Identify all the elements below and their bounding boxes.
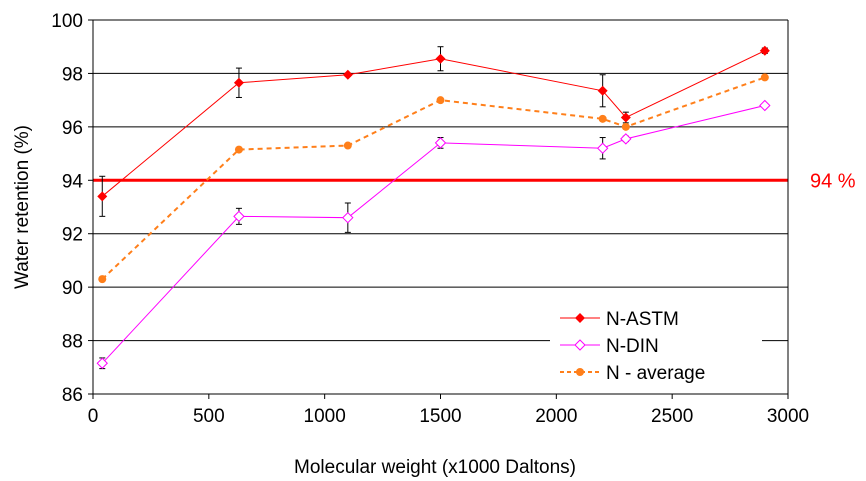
y-tick-label: 86 <box>62 385 83 406</box>
series-line-n-average <box>101 76 766 280</box>
legend: N-ASTM N-DIN N - average <box>550 302 762 390</box>
data-point-n-din <box>233 210 245 223</box>
y-tick-label: 96 <box>62 118 83 139</box>
y-tick-label: 92 <box>62 225 83 246</box>
x-tick-label: 2000 <box>535 406 577 427</box>
legend-marker-n-astm <box>575 313 585 323</box>
y-tick-label: 88 <box>62 332 83 353</box>
x-tick-label: 1500 <box>419 406 461 427</box>
series-group <box>96 45 771 370</box>
data-point-n-din <box>342 211 354 224</box>
y-axis-label: Water retention (%) <box>12 125 33 289</box>
data-point-n-average <box>98 275 107 284</box>
data-point-n-din <box>96 357 108 369</box>
data-point-n-average <box>234 145 243 154</box>
x-tick-label: 0 <box>88 406 99 427</box>
y-tick-label: 98 <box>62 64 83 85</box>
data-point-n-average <box>760 73 769 82</box>
data-point-n-average <box>343 141 352 150</box>
data-point-n-din <box>759 99 771 112</box>
data-point-n-astm <box>759 45 770 56</box>
data-point-n-average <box>598 114 607 123</box>
data-point-n-astm <box>342 69 353 80</box>
legend-label-n-average: N - average <box>606 363 705 384</box>
reference-line-label: 94 % <box>810 170 856 192</box>
legend-label-n-din: N-DIN <box>606 336 659 357</box>
data-point-n-astm <box>233 77 244 88</box>
x-axis-label: Molecular weight (x1000 Daltons) <box>294 457 576 478</box>
data-point-n-astm <box>435 53 446 64</box>
legend-label-n-astm: N-ASTM <box>606 309 679 330</box>
data-point-n-average <box>436 96 445 105</box>
data-point-n-din <box>434 137 447 149</box>
data-point-n-astm <box>620 112 631 123</box>
reference-line-group: 94 % <box>93 170 856 192</box>
x-tick-label: 3000 <box>767 406 809 427</box>
y-tick-label: 90 <box>62 278 83 299</box>
legend-marker-n-average <box>576 368 584 376</box>
data-point-n-astm <box>97 191 108 202</box>
axes <box>88 19 789 399</box>
legend-box <box>550 302 762 390</box>
series-line-n-astm <box>101 50 766 197</box>
y-tick-label: 100 <box>51 11 83 32</box>
legend-marker-n-din <box>574 339 586 351</box>
x-tick-label: 1000 <box>304 406 346 427</box>
data-point-n-din <box>596 142 609 154</box>
y-tick-label: 94 <box>62 171 84 192</box>
data-point-n-astm <box>597 85 608 96</box>
x-tick-label: 500 <box>193 406 225 427</box>
data-point-n-din <box>620 133 632 145</box>
data-point-n-average <box>621 122 630 131</box>
x-tick-label: 2500 <box>651 406 693 427</box>
